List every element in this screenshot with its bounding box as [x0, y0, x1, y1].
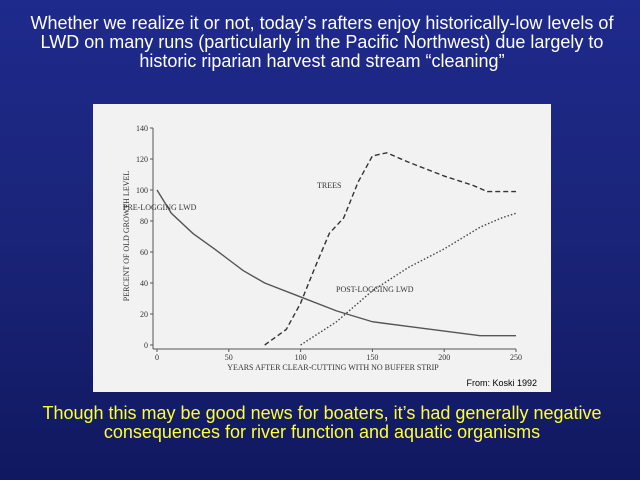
series-label: POST-LOGGING LWD — [336, 285, 414, 294]
x-tick-label: 150 — [366, 353, 378, 362]
y-tick-label: 40 — [140, 279, 148, 288]
series-line — [300, 212, 517, 346]
x-tick-label: 0 — [155, 353, 159, 362]
x-tick-label: 50 — [225, 353, 233, 362]
y-tick-label: 20 — [140, 310, 148, 319]
y-tick-label: 80 — [140, 217, 148, 226]
series-line — [264, 152, 516, 346]
chart-background — [93, 104, 551, 392]
y-tick-label: 100 — [136, 186, 148, 195]
y-axis-label: PERCENT OF OLD GROWTH LEVEL — [122, 171, 131, 302]
series-label: TREES — [317, 181, 341, 190]
y-tick-label: 0 — [144, 341, 148, 350]
slide-heading: Whether we realize it or not, today’s ra… — [30, 13, 614, 71]
x-tick-label: 200 — [438, 353, 450, 362]
chart: From: Koski 1992 YEARS AFTER CLEAR-CUTTI… — [93, 104, 551, 392]
x-tick-label: 100 — [295, 353, 307, 362]
y-tick-label: 60 — [140, 248, 148, 257]
y-tick-label: 120 — [136, 155, 148, 164]
series-line — [156, 189, 516, 337]
series-label: PRE-LOGGING LWD — [123, 203, 197, 212]
slide-footer: Though this may be good news for boaters… — [42, 403, 602, 442]
x-tick-label: 250 — [510, 353, 522, 362]
x-axis-label: YEARS AFTER CLEAR-CUTTING WITH NO BUFFER… — [227, 363, 439, 372]
source-note: From: Koski 1992 — [466, 378, 537, 388]
y-tick-label: 140 — [136, 124, 148, 133]
